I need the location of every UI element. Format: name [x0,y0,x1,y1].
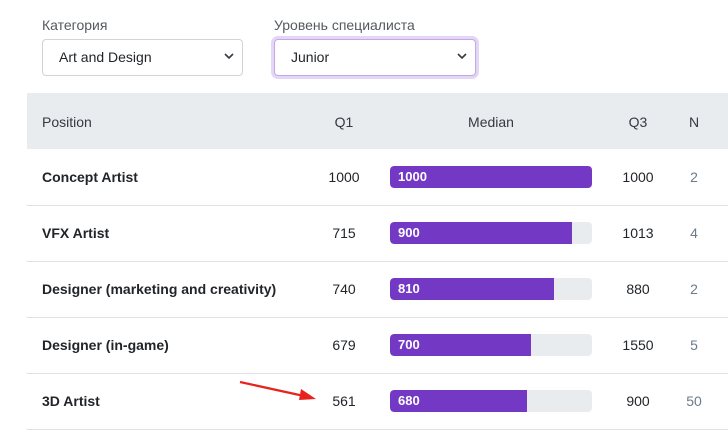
row-q3: 880 [626,281,650,297]
row-q3: 1013 [622,225,654,241]
median-bar: 700 [390,334,532,356]
median-bar-track: 700 [390,334,592,356]
row-q1: 679 [332,337,356,353]
row-n: 4 [690,225,698,241]
row-n: 2 [690,169,698,185]
row-q3: 1550 [622,337,654,353]
level-label: Уровень специалиста [274,17,415,33]
header-position[interactable]: Position [42,114,92,130]
table-row: VFX Artist 715 900 1013 4 [27,205,728,262]
row-n: 50 [686,393,702,409]
header-n[interactable]: N [688,114,700,130]
row-n: 5 [690,337,698,353]
median-bar-track: 810 [390,278,592,300]
row-q1: 740 [332,281,356,297]
category-label: Категория [42,17,108,33]
row-position: Concept Artist [42,169,138,185]
row-n: 2 [690,281,698,297]
median-bar: 900 [390,222,572,244]
row-q1: 715 [332,225,356,241]
table-row: Concept Artist 1000 1000 1000 2 [27,149,728,206]
row-q1: 1000 [328,169,360,185]
category-select[interactable]: Art and Design [42,39,243,76]
header-q1[interactable]: Q1 [334,114,354,130]
median-bar-track: 1000 [390,166,592,188]
header-q3[interactable]: Q3 [628,114,648,130]
chevron-down-icon [457,53,467,60]
red-arrow-icon [239,380,316,400]
table-row: Designer (marketing and creativity) 740 … [27,261,728,318]
level-select[interactable]: Junior [274,39,476,76]
table-header: Position Q1 Median Q3 N [27,93,728,149]
row-position: VFX Artist [42,225,110,241]
row-q1: 561 [332,393,356,409]
median-bar: 680 [390,390,528,412]
row-position: Designer (marketing and creativity) [42,281,277,297]
category-select-value: Art and Design [59,49,152,65]
median-bar-track: 680 [390,390,592,412]
level-select-value: Junior [291,49,330,65]
row-position: 3D Artist [42,393,100,409]
row-position: Designer (in-game) [42,337,169,353]
row-q3: 900 [626,393,650,409]
median-bar: 1000 [390,166,592,188]
header-median[interactable]: Median [468,114,514,130]
table-row: Designer (in-game) 679 700 1550 5 [27,317,728,374]
chevron-down-icon [224,53,234,60]
row-q3: 1000 [622,169,654,185]
table-row: 3D Artist 561 680 900 50 [27,373,728,430]
median-bar-track: 900 [390,222,592,244]
median-bar: 810 [390,278,554,300]
